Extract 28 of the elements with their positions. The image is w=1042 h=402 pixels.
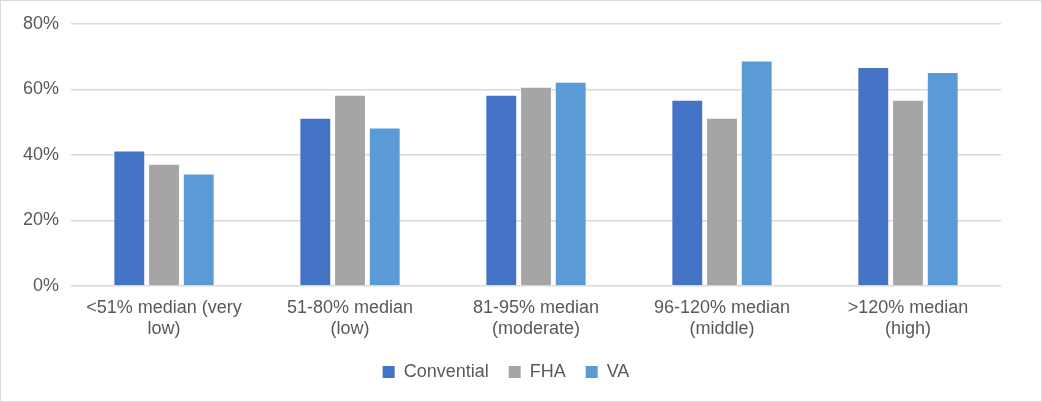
y-tick-label: 20% <box>23 209 60 230</box>
bar <box>369 128 400 286</box>
y-tick-label: 40% <box>23 143 60 164</box>
x-tick-label: 96-120% median (middle) <box>653 296 791 339</box>
bar <box>707 118 737 286</box>
bar <box>927 72 958 286</box>
legend-label: FHA <box>529 360 566 381</box>
x-tick-label: 51-80% median (low) <box>286 296 414 339</box>
bar <box>300 118 331 286</box>
bar <box>741 61 772 286</box>
y-tick-label: 0% <box>33 274 60 295</box>
y-tick-label: 60% <box>23 78 60 99</box>
x-tick-label: >120% median (high) <box>847 296 969 339</box>
y-tick-label: 80% <box>23 12 60 33</box>
x-tick-label: 81-95% median (moderate) <box>472 296 600 339</box>
bar <box>672 100 703 286</box>
x-tick-label: <51% median (very low) <box>86 296 242 339</box>
legend-label: VA <box>606 360 630 381</box>
legend-label: Convential <box>403 360 489 381</box>
bar <box>555 82 586 286</box>
bar <box>486 95 517 286</box>
bar <box>858 68 889 286</box>
bar <box>183 174 214 286</box>
bar <box>893 100 923 286</box>
bar <box>521 87 551 286</box>
bar <box>114 151 145 286</box>
bar <box>149 164 179 286</box>
bar <box>335 95 365 286</box>
